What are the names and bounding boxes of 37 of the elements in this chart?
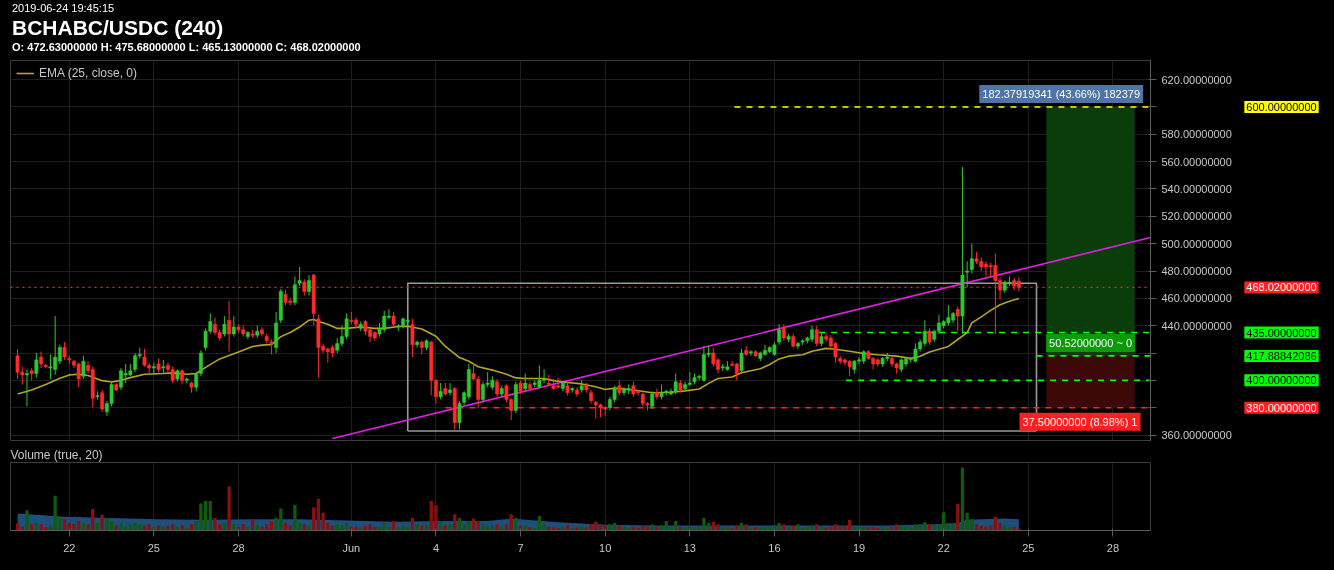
text: 417.88842086 [1246,349,1317,362]
x-tick-label: 13 [683,541,696,554]
y-tick-label: 500.00000000 [1161,237,1232,250]
chart-subtitle: O: 472.63000000 H: 475.68000000 L: 465.13000000 C: 468.02000000 [12,40,361,55]
text: 468.02000000 [1246,281,1317,294]
annotation: 50.52000000 ~ 0 [1049,336,1133,349]
chart-title: BCHABC/USDC (240) [12,15,225,40]
y-tick-label: 480.00000000 [1161,265,1232,277]
text: 600.00000000 [1246,100,1317,113]
y-tick-label: 580.00000000 [1161,128,1232,141]
x-tick-label: 25 [147,541,161,554]
y-tick-label: 620.00000000 [1161,73,1232,86]
text: 400.00000000 [1246,374,1317,387]
x-tick-label: 28 [232,541,245,554]
annotation: 182.37919341 (43.66%) 182379 [982,87,1141,100]
x-tick-label: 4 [432,541,440,554]
y-tick-label: 560.00000000 [1161,155,1232,168]
x-tick-label: 10 [599,541,612,554]
legend-label: EMA (25, close, 0) [39,66,138,80]
x-tick-label: 16 [768,541,781,554]
y-tick-label: 520.00000000 [1161,210,1232,223]
y-tick-label: 460.00000000 [1161,292,1232,305]
x-tick-label: 22 [937,541,950,554]
text: 380.00000000 [1246,401,1317,414]
x-tick-label: 25 [1022,541,1035,554]
x-tick-label: 28 [1106,541,1120,554]
y-tick-label: 360.00000000 [1161,429,1232,442]
x-tick-label: Jun [342,541,361,554]
chart-title: Volume (true, 20) [10,447,103,462]
x-tick-label: 7 [517,541,524,554]
annotation: 37.50000000 (8.98%) 1 [1022,415,1138,428]
y-tick-label: 440.00000000 [1161,319,1232,332]
text: 435.00000000 [1246,326,1317,339]
x-tick-label: 19 [852,541,866,554]
x-tick-label: 22 [63,541,76,554]
y-tick-label: 540.00000000 [1161,182,1232,195]
text: 2019-06-24 19:45:15 [12,1,116,15]
